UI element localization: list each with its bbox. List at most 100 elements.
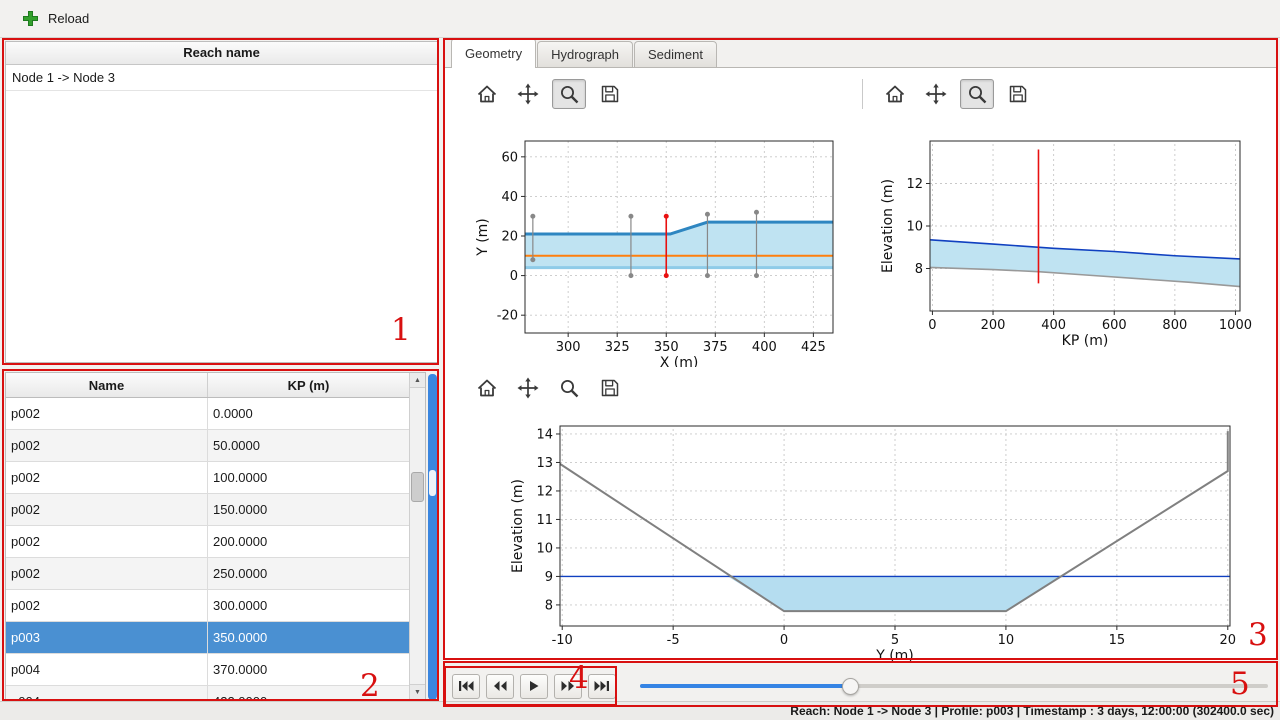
pan-icon (517, 377, 539, 399)
profile-table-panel: Name KP (m) p002 0.0000 p002 50.0000 p002 100… (5, 372, 426, 700)
scroll-up-icon[interactable]: ▲ (410, 373, 425, 388)
geometry-tab-content: 300 325 350 375 400 425 -20 0 20 40 60 X (m) Y (m) 0… (444, 67, 1278, 661)
svg-text:KP (m): KP (m) (1062, 333, 1109, 349)
zoom-button[interactable] (552, 373, 586, 403)
svg-text:600: 600 (1102, 318, 1127, 333)
plan-plot-toolbar (470, 79, 627, 109)
svg-text:Elevation (m): Elevation (m) (880, 179, 896, 273)
svg-text:20: 20 (1220, 633, 1237, 648)
tab-label: Hydrograph (551, 47, 620, 62)
save-figure-button[interactable] (593, 373, 627, 403)
slider-handle[interactable] (842, 678, 860, 695)
table-row[interactable]: p004422.0000 (6, 685, 409, 699)
save-icon (1009, 85, 1027, 103)
save-figure-button[interactable] (1001, 79, 1035, 109)
reach-list-item[interactable]: Node 1 -> Node 3 (6, 65, 437, 91)
skip-to-end-icon (594, 681, 609, 691)
plan-view-chart[interactable]: 300 325 350 375 400 425 -20 0 20 40 60 X (m) Y (m) (455, 119, 855, 367)
svg-text:11: 11 (536, 513, 553, 528)
table-header-row: Name KP (m) (6, 373, 409, 398)
table-row[interactable]: p002 300.0000 (6, 589, 409, 622)
home-button[interactable] (878, 79, 912, 109)
table-row[interactable]: p003 350.0000 (6, 621, 409, 654)
status-text: Reach: Node 1 -> Node 3 | Profile: p003 … (790, 704, 1274, 718)
save-icon (601, 379, 619, 397)
zoom-button[interactable] (960, 79, 994, 109)
svg-text:Y (m): Y (m) (875, 648, 914, 661)
reach-list: Node 1 -> Node 3 (6, 65, 437, 91)
long-profile-chart[interactable]: 0 200 400 600 800 1000 8 10 12 KP (m) Elevation (m… (865, 119, 1257, 359)
cross-section-chart[interactable]: -10 -5 0 5 10 15 20 8 9 10 11 12 13 14 Y (m) Elevation … (450, 409, 1250, 661)
scrollbar-track[interactable] (410, 388, 425, 684)
tab-hydrograph[interactable]: Hydrograph (537, 41, 634, 67)
svg-text:-10: -10 (552, 633, 573, 648)
splitter-thumb[interactable] (429, 470, 436, 496)
pan-button[interactable] (511, 373, 545, 403)
table-row[interactable]: p002 100.0000 (6, 461, 409, 494)
scroll-down-icon[interactable]: ▼ (410, 684, 425, 699)
reach-list-panel: Reach name Node 1 -> Node 3 (5, 41, 438, 363)
svg-text:0: 0 (928, 318, 936, 333)
svg-text:Elevation (m): Elevation (m) (510, 479, 526, 573)
reload-button[interactable]: Reload (16, 6, 95, 31)
table-row[interactable]: p002 200.0000 (6, 525, 409, 558)
skip-to-start-button[interactable] (452, 673, 480, 699)
pan-button[interactable] (511, 79, 545, 109)
svg-text:325: 325 (605, 340, 630, 355)
tab-label: Sediment (648, 47, 703, 62)
svg-text:-20: -20 (497, 309, 518, 324)
svg-text:200: 200 (981, 318, 1006, 333)
svg-text:8: 8 (915, 262, 923, 277)
timestep-slider[interactable] (640, 672, 1268, 700)
column-header-name[interactable]: Name (6, 373, 208, 398)
profile-plot-toolbar (878, 79, 1035, 109)
play-icon (530, 681, 539, 691)
pan-icon (517, 83, 539, 105)
table-row[interactable]: p002 150.0000 (6, 493, 409, 526)
table-row[interactable]: p002 250.0000 (6, 557, 409, 590)
svg-text:400: 400 (752, 340, 777, 355)
profile-table: Name KP (m) p002 0.0000 p002 50.0000 p002 100… (6, 373, 409, 699)
tab-sediment[interactable]: Sediment (634, 41, 717, 67)
playback-toolbar (444, 666, 625, 706)
fast-forward-icon (561, 681, 574, 691)
rewind-button[interactable] (486, 673, 514, 699)
svg-text:13: 13 (536, 456, 553, 471)
pan-button[interactable] (919, 79, 953, 109)
tab-geometry[interactable]: Geometry (451, 38, 537, 68)
save-figure-button[interactable] (593, 79, 627, 109)
zoom-button[interactable] (552, 79, 586, 109)
svg-text:375: 375 (703, 340, 728, 355)
svg-text:40: 40 (501, 190, 518, 205)
svg-text:12: 12 (536, 484, 553, 499)
svg-text:0: 0 (780, 633, 788, 648)
magnifier-icon (968, 85, 987, 104)
skip-to-start-icon (459, 681, 474, 691)
home-button[interactable] (470, 79, 504, 109)
reload-label: Reload (48, 11, 90, 26)
play-button[interactable] (520, 673, 548, 699)
table-row[interactable]: p002 0.0000 (6, 397, 409, 430)
svg-text:20: 20 (501, 230, 518, 245)
svg-text:15: 15 (1109, 633, 1126, 648)
home-button[interactable] (470, 373, 504, 403)
scrollbar-thumb[interactable] (411, 472, 424, 502)
slider-track[interactable] (640, 684, 1268, 688)
toolbar-separator (862, 79, 863, 109)
svg-text:5: 5 (891, 633, 899, 648)
svg-text:300: 300 (556, 340, 581, 355)
magnifier-icon (560, 85, 579, 104)
svg-text:12: 12 (906, 177, 923, 192)
column-header-kp[interactable]: KP (m) (207, 373, 409, 398)
fast-forward-button[interactable] (554, 673, 582, 699)
table-row[interactable]: p004 370.0000 (6, 653, 409, 686)
table-row[interactable]: p002 50.0000 (6, 429, 409, 462)
svg-text:10: 10 (906, 220, 923, 235)
tab-label: Geometry (465, 46, 523, 61)
svg-text:425: 425 (801, 340, 826, 355)
svg-text:10: 10 (998, 633, 1015, 648)
skip-to-end-button[interactable] (588, 673, 616, 699)
splitter-handle[interactable] (428, 374, 437, 700)
svg-text:400: 400 (1041, 318, 1066, 333)
table-scrollbar[interactable]: ▲ ▼ (409, 373, 425, 699)
